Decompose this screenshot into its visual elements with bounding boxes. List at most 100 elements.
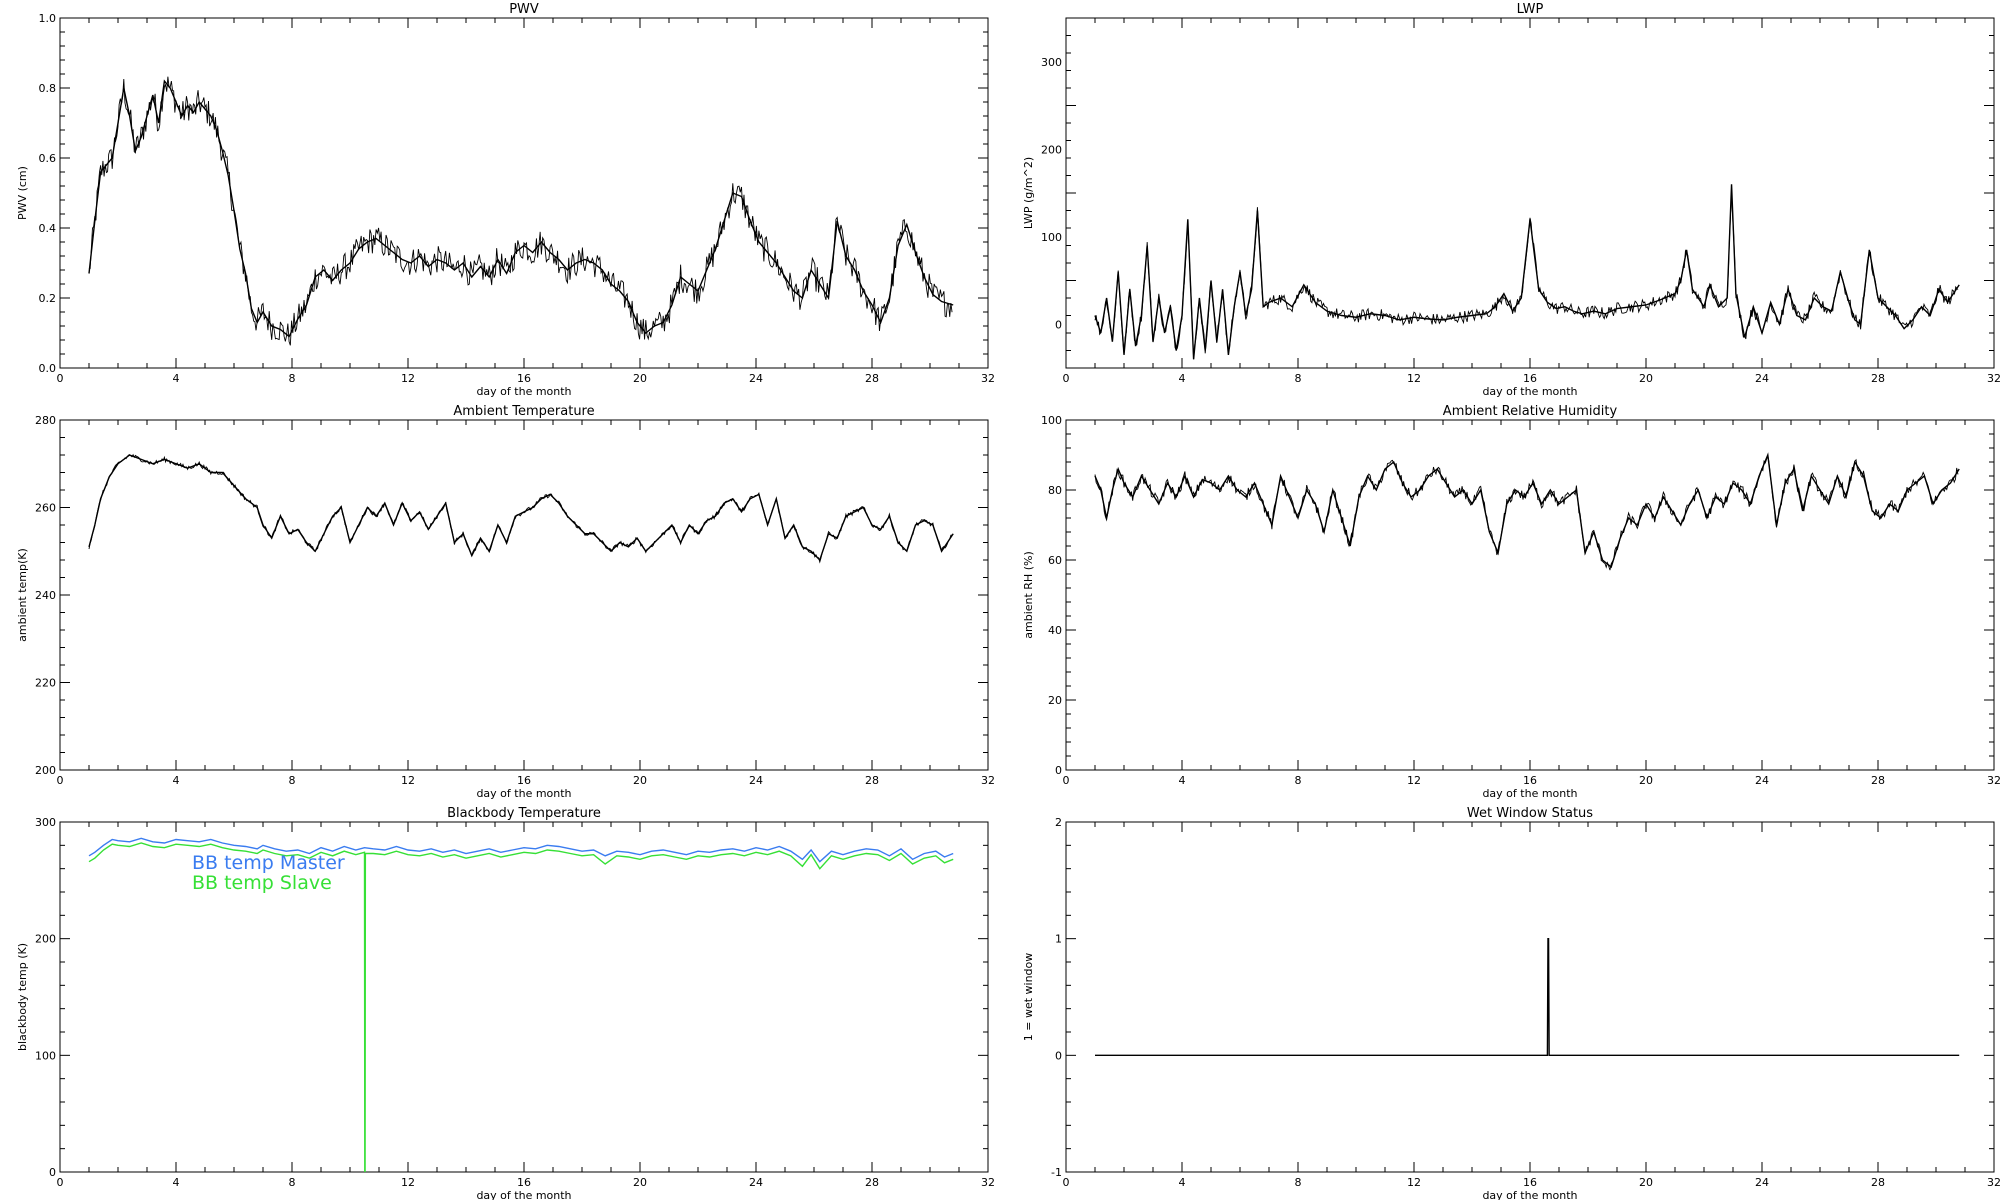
chart-title: PWV (509, 2, 539, 17)
x-tick-label: 16 (517, 372, 531, 385)
x-tick-label: 16 (1523, 1176, 1537, 1189)
series-line-bb-temp-slave (88, 842, 954, 1172)
x-axis-label: day of the month (476, 1189, 571, 1200)
x-axis-label: day of the month (476, 385, 571, 398)
x-axis-label: day of the month (1482, 787, 1577, 800)
x-tick-label: 0 (57, 774, 64, 787)
x-tick-label: 0 (1063, 1176, 1070, 1189)
y-tick-label: 100 (35, 1049, 56, 1062)
y-axis-label: PWV (cm) (16, 166, 29, 220)
series-group (1094, 184, 1960, 360)
y-tick-label: 100 (1041, 231, 1062, 244)
x-tick-label: 8 (289, 372, 296, 385)
series-line-pwv (88, 79, 954, 338)
x-tick-label: 16 (517, 774, 531, 787)
chart-title: Blackbody Temperature (447, 806, 601, 821)
x-axis-label: day of the month (1482, 385, 1577, 398)
series-group (1095, 937, 1960, 1057)
x-tick-label: 4 (173, 1176, 180, 1189)
y-tick-label: 240 (35, 589, 56, 602)
x-tick-label: 12 (401, 372, 415, 385)
x-tick-label: 28 (865, 774, 879, 787)
chart-title: Ambient Temperature (453, 404, 594, 419)
y-tick-label: 100 (1041, 414, 1062, 427)
x-tick-label: 32 (1987, 372, 2000, 385)
y-tick-label: 20 (1048, 694, 1062, 707)
y-tick-label: 0 (1055, 318, 1062, 331)
x-axis-label: day of the month (476, 787, 571, 800)
y-axis-label: 1 = wet window (1022, 953, 1035, 1042)
x-tick-label: 24 (1755, 1176, 1769, 1189)
y-tick-label: 80 (1048, 484, 1062, 497)
x-tick-label: 32 (1987, 1176, 2000, 1189)
x-tick-label: 32 (981, 774, 995, 787)
chart-lwp: LWP 0 4 8 12 16 20 24 28 32 0 100 200 300 day of the m… (1022, 2, 2000, 398)
chart-ambient_rh: Ambient Relative Humidity 0 4 8 12 16 20 24 28 32… (1022, 404, 2000, 800)
y-tick-label: 40 (1048, 624, 1062, 637)
x-tick-label: 0 (1063, 372, 1070, 385)
x-tick-label: 8 (1295, 1176, 1302, 1189)
y-axis-label: LWP (g/m^2) (1022, 157, 1035, 229)
chart-title: Wet Window Status (1467, 806, 1593, 821)
x-tick-label: 8 (289, 1176, 296, 1189)
x-tick-label: 0 (1063, 774, 1070, 787)
series-line-ambient_rh (1094, 452, 1960, 569)
plot-frame (1065, 419, 1995, 771)
series-group (88, 837, 954, 1172)
x-tick-label: 28 (865, 1176, 879, 1189)
x-tick-label: 24 (749, 1176, 763, 1189)
x-tick-label: 20 (633, 372, 647, 385)
y-tick-label: 280 (35, 414, 56, 427)
x-tick-label: 0 (57, 1176, 64, 1189)
x-axis-label: day of the month (1482, 1189, 1577, 1200)
x-tick-label: 4 (1179, 372, 1186, 385)
chart-blackbody: Blackbody Temperature 0 4 8 12 16 20 24 28 32 0 100… (16, 806, 995, 1202)
x-tick-label: 28 (1871, 372, 1885, 385)
series-line-bb-temp-master (88, 837, 954, 863)
x-tick-label: 28 (1871, 1176, 1885, 1189)
y-tick-label: 0 (1055, 764, 1062, 777)
series-line-ambient_temp (88, 454, 954, 562)
x-tick-label: 12 (401, 1176, 415, 1189)
y-tick-label: 0.8 (39, 82, 57, 95)
chart-title: LWP (1517, 2, 1544, 17)
x-tick-label: 20 (1639, 372, 1653, 385)
x-tick-label: 28 (865, 372, 879, 385)
y-tick-label: -1 (1051, 1166, 1062, 1179)
series-group (1094, 452, 1960, 571)
y-tick-label: 220 (35, 677, 56, 690)
series-line-wet_window (1095, 937, 1960, 1057)
x-tick-label: 4 (1179, 774, 1186, 787)
chart-ambient_temp: Ambient Temperature 0 4 8 12 16 20 24 28 32 200 220… (16, 404, 995, 800)
x-tick-label: 8 (1295, 774, 1302, 787)
x-tick-label: 24 (1755, 372, 1769, 385)
x-tick-label: 12 (1407, 1176, 1421, 1189)
series-noise-pwv (88, 76, 953, 346)
y-tick-label: 200 (35, 764, 56, 777)
x-tick-label: 16 (1523, 372, 1537, 385)
plot-frame (1065, 821, 1995, 1173)
x-tick-label: 20 (1639, 774, 1653, 787)
series-group (88, 76, 954, 346)
y-axis-label: ambient RH (%) (1022, 551, 1035, 639)
x-tick-label: 16 (517, 1176, 531, 1189)
plot-frame (59, 17, 989, 369)
x-tick-label: 32 (981, 1176, 995, 1189)
chart-title: Ambient Relative Humidity (1443, 404, 1618, 419)
y-axis-label: blackbody temp (K) (16, 943, 29, 1051)
series-line-lwp (1094, 184, 1960, 360)
x-tick-label: 12 (1407, 774, 1421, 787)
y-tick-label: 2 (1055, 816, 1062, 829)
x-tick-label: 4 (173, 372, 180, 385)
x-tick-label: 32 (981, 372, 995, 385)
x-tick-label: 12 (1407, 372, 1421, 385)
y-tick-label: 260 (35, 502, 56, 515)
x-tick-label: 4 (1179, 1176, 1186, 1189)
x-tick-label: 24 (749, 372, 763, 385)
plot-frame (1065, 17, 1995, 369)
legend-entry: BB temp Master (192, 852, 345, 874)
x-tick-label: 8 (289, 774, 296, 787)
y-tick-label: 200 (35, 933, 56, 946)
